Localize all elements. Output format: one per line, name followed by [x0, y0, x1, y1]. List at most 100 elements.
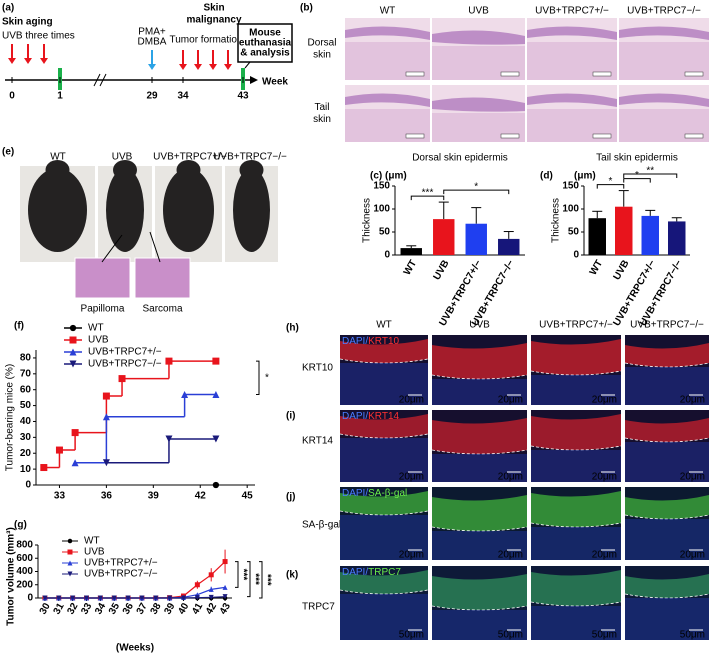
significance-bracket: [443, 189, 510, 195]
y-tick-label: 0: [27, 593, 33, 604]
legend-label: UVB+TRPC7−/−: [88, 359, 162, 370]
boundary: [530, 370, 622, 376]
y-axis-label: Tumor volume (mm³): [6, 527, 17, 626]
column-label: UVB+TRPC7−/−: [630, 320, 704, 331]
marker: [55, 446, 63, 454]
inset-label: Papilloma: [81, 304, 125, 315]
epidermis-band: [531, 570, 621, 606]
time-tick-label: 43: [237, 91, 249, 102]
arrow-head: [24, 58, 32, 64]
significance-label: **: [646, 166, 654, 177]
nuclei: [432, 454, 527, 482]
scale-bar: [500, 71, 520, 77]
epidermis: [345, 93, 430, 107]
x-tick-label: 42: [204, 601, 219, 617]
arrow-head: [194, 64, 202, 70]
marker: [181, 595, 186, 601]
significance-bracket: [256, 360, 260, 395]
mouse-head: [239, 160, 264, 180]
mouse-head: [45, 160, 70, 180]
marker: [69, 324, 77, 332]
stain-label: DAPI/KRT14: [342, 411, 400, 422]
x-tick-label: 45: [242, 491, 254, 502]
mouse: [163, 168, 214, 252]
significance-label: ***: [237, 569, 248, 581]
column-label: UVB+TRPC7−/−: [213, 152, 287, 163]
marker: [212, 435, 220, 443]
y-tick-label: 100: [373, 204, 390, 215]
boundary: [431, 605, 528, 611]
marker: [222, 584, 228, 590]
epidermis: [527, 93, 617, 107]
stain-label: DAPI/TRPC7: [342, 567, 401, 578]
treatment-label: PMA+: [138, 27, 166, 38]
column-label: UVB: [469, 320, 490, 331]
marker: [70, 595, 76, 601]
marker: [69, 360, 77, 368]
scale-label: 20μm: [592, 550, 617, 561]
column-label: UVB+TRPC7+/−: [153, 152, 227, 163]
arrow-head: [179, 64, 187, 70]
marker: [69, 348, 77, 356]
row-label: skin: [313, 114, 331, 125]
legend-label: UVB+TRPC7+/−: [84, 558, 158, 569]
scale-label: 20μm: [399, 472, 424, 483]
marker: [67, 538, 73, 544]
scale-bar: [592, 133, 612, 139]
nuclei: [432, 379, 527, 405]
endpoint-label: Mouse: [249, 28, 281, 39]
legend-label: WT: [84, 536, 100, 547]
epidermis-band: [340, 491, 428, 515]
x-tick-label: 33: [79, 601, 94, 617]
endpoint-box: [237, 23, 293, 63]
bar: [433, 219, 455, 255]
y-tick-label: 0: [573, 250, 579, 261]
y-axis-label: Thickness: [362, 198, 373, 243]
phase-note: UVB three times: [2, 31, 75, 42]
marker: [71, 459, 79, 467]
row-label: KRT10: [302, 363, 333, 374]
panel-label: (d): [540, 171, 553, 182]
marker: [139, 595, 145, 601]
y-tick-label: 60: [20, 384, 32, 395]
marker: [111, 595, 117, 601]
connector: [244, 61, 251, 69]
boundary: [530, 601, 622, 607]
chart-title: Tail skin epidermis: [596, 153, 678, 164]
connector: [149, 231, 161, 263]
marker: [67, 549, 73, 555]
time-tick-label: 0: [9, 91, 15, 102]
epidermis-band: [432, 418, 527, 454]
epidermis-band: [340, 570, 428, 594]
significance-label: *: [635, 170, 639, 181]
nuclei: [625, 598, 709, 640]
bar: [498, 238, 520, 255]
axis-arrow: [250, 76, 258, 84]
marker: [212, 390, 220, 398]
legend-label: UVB: [88, 335, 109, 346]
boundary: [624, 362, 709, 368]
phase-note: Tumor formation: [170, 35, 243, 46]
marker: [40, 464, 48, 472]
column-label: UVB+TRPC7−/−: [627, 6, 701, 17]
x-tick-label: 30: [38, 601, 53, 617]
stain-label: DAPI/SA-β-gal: [342, 488, 407, 499]
epidermis-band: [531, 491, 621, 527]
column-label: WT: [380, 6, 396, 17]
boundary: [431, 374, 528, 380]
row-label: Dorsal: [308, 38, 337, 49]
nuclei: [340, 363, 428, 405]
x-tick-label: 39: [162, 601, 177, 617]
significance-label: *: [474, 182, 478, 193]
row-label: skin: [313, 50, 331, 61]
stain-marker: KRT14: [368, 411, 399, 422]
epidermis-band: [432, 343, 527, 379]
time-tick-label: 1: [57, 91, 63, 102]
bar: [465, 223, 487, 255]
chart-title: Dorsal skin epidermis: [412, 153, 508, 164]
bar: [400, 248, 422, 255]
bar: [641, 215, 659, 255]
x-tick-label: 34: [93, 601, 108, 617]
connector: [101, 234, 123, 263]
marker: [194, 582, 200, 588]
